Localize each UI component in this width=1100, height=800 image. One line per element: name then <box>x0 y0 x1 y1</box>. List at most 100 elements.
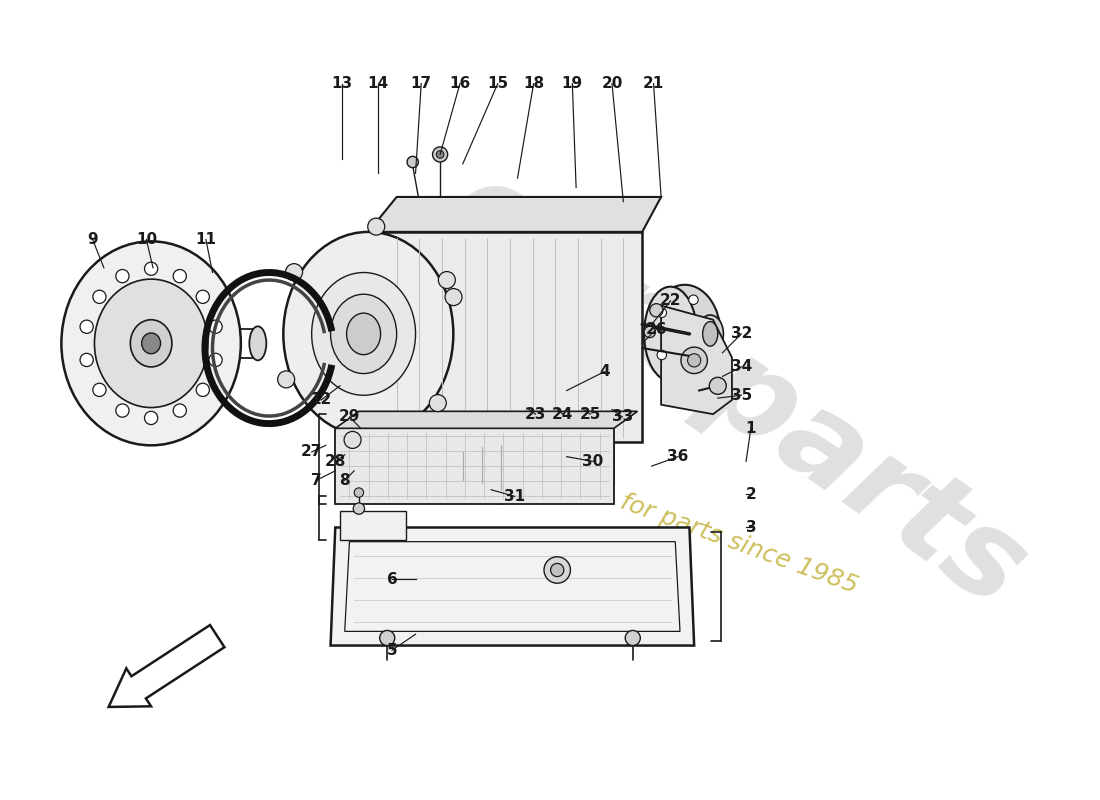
Circle shape <box>689 363 698 373</box>
Text: 25: 25 <box>580 406 601 422</box>
Ellipse shape <box>284 232 453 436</box>
FancyArrow shape <box>109 625 224 707</box>
Circle shape <box>710 378 726 394</box>
Text: 13: 13 <box>331 76 352 91</box>
Text: 31: 31 <box>504 489 526 504</box>
Polygon shape <box>368 197 661 232</box>
Text: 35: 35 <box>730 388 752 402</box>
Text: 22: 22 <box>660 294 681 308</box>
Text: 26: 26 <box>646 322 667 337</box>
Circle shape <box>209 354 222 366</box>
Circle shape <box>196 290 209 303</box>
Text: 9: 9 <box>87 232 98 247</box>
Text: 28: 28 <box>324 454 346 469</box>
Text: 6: 6 <box>386 572 397 587</box>
Text: 7: 7 <box>311 473 321 488</box>
Ellipse shape <box>645 286 697 381</box>
Circle shape <box>173 404 186 417</box>
Circle shape <box>446 289 462 306</box>
Text: 2: 2 <box>746 487 756 502</box>
Circle shape <box>551 563 564 577</box>
Circle shape <box>544 557 571 583</box>
Text: 34: 34 <box>730 359 752 374</box>
Polygon shape <box>336 411 638 428</box>
Text: 11: 11 <box>196 232 217 247</box>
Text: 33: 33 <box>612 410 632 425</box>
Text: europarts: europarts <box>427 149 1047 632</box>
Circle shape <box>688 354 701 367</box>
Circle shape <box>650 304 663 317</box>
Polygon shape <box>444 442 614 504</box>
Text: 5: 5 <box>386 642 397 658</box>
Circle shape <box>92 383 106 397</box>
Text: 15: 15 <box>487 76 508 91</box>
Text: 27: 27 <box>301 445 322 459</box>
Circle shape <box>209 320 222 334</box>
Circle shape <box>657 308 667 318</box>
Text: 32: 32 <box>730 326 752 342</box>
Polygon shape <box>661 306 732 414</box>
Text: 24: 24 <box>552 406 573 422</box>
Ellipse shape <box>649 285 720 383</box>
Text: 14: 14 <box>367 76 388 91</box>
Text: 30: 30 <box>583 454 604 469</box>
Text: 20: 20 <box>602 76 623 91</box>
Circle shape <box>92 290 106 303</box>
Circle shape <box>367 218 385 235</box>
Text: 23: 23 <box>525 406 547 422</box>
Circle shape <box>438 271 455 289</box>
Text: 4: 4 <box>600 364 609 379</box>
Circle shape <box>196 383 209 397</box>
Circle shape <box>344 431 361 449</box>
Circle shape <box>116 270 129 282</box>
Circle shape <box>645 326 656 338</box>
Circle shape <box>681 347 707 374</box>
Text: 1: 1 <box>746 421 756 436</box>
Text: 17: 17 <box>410 76 432 91</box>
Polygon shape <box>368 232 642 442</box>
Circle shape <box>379 630 395 646</box>
Ellipse shape <box>130 320 172 367</box>
Circle shape <box>354 488 364 498</box>
Circle shape <box>116 404 129 417</box>
Circle shape <box>432 147 448 162</box>
Ellipse shape <box>703 322 718 346</box>
Circle shape <box>353 503 364 514</box>
Text: 10: 10 <box>135 232 157 247</box>
Text: 29: 29 <box>339 410 360 425</box>
Polygon shape <box>340 511 406 540</box>
Text: 36: 36 <box>668 449 689 464</box>
Polygon shape <box>336 428 614 504</box>
Circle shape <box>708 329 718 338</box>
Ellipse shape <box>62 242 241 446</box>
Text: 16: 16 <box>449 76 471 91</box>
Ellipse shape <box>250 326 266 360</box>
Text: a passion for parts since 1985: a passion for parts since 1985 <box>498 447 861 598</box>
Circle shape <box>429 394 447 411</box>
Text: 12: 12 <box>310 393 332 407</box>
Circle shape <box>625 630 640 646</box>
Circle shape <box>80 320 94 334</box>
Ellipse shape <box>142 333 161 354</box>
Circle shape <box>286 264 302 281</box>
Circle shape <box>144 262 157 275</box>
Text: 3: 3 <box>746 520 756 535</box>
Ellipse shape <box>331 294 397 374</box>
Circle shape <box>80 354 94 366</box>
Text: 19: 19 <box>562 76 583 91</box>
Ellipse shape <box>697 315 724 353</box>
Circle shape <box>277 371 295 388</box>
Circle shape <box>689 295 698 305</box>
Circle shape <box>437 150 444 158</box>
Circle shape <box>407 156 418 168</box>
Circle shape <box>173 270 186 282</box>
Text: 8: 8 <box>340 473 350 488</box>
Ellipse shape <box>346 313 381 354</box>
Circle shape <box>144 411 157 425</box>
Text: 21: 21 <box>642 76 664 91</box>
Circle shape <box>657 350 667 360</box>
Ellipse shape <box>95 279 208 407</box>
Text: 18: 18 <box>522 76 544 91</box>
Polygon shape <box>331 527 694 646</box>
Ellipse shape <box>311 273 416 395</box>
